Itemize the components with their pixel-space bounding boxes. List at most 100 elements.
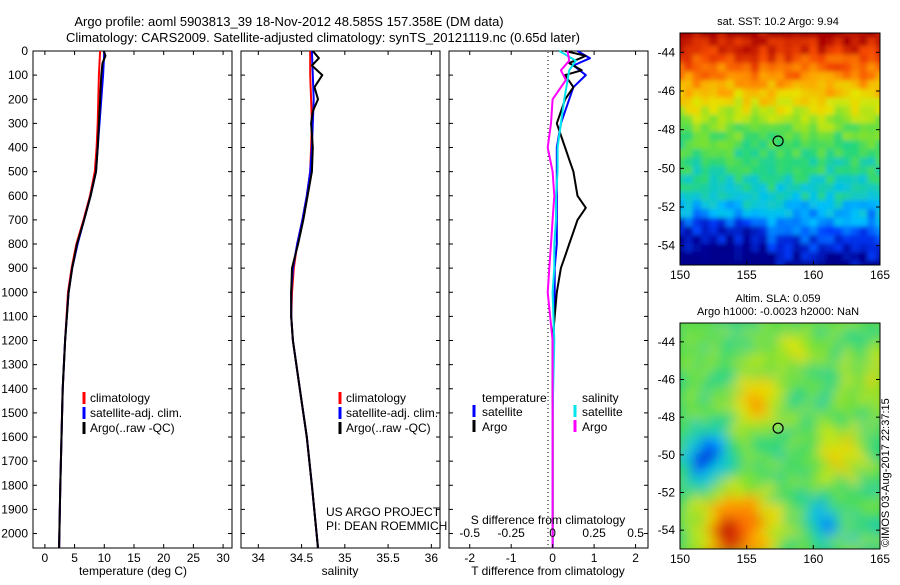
x-tick-label: 2 — [632, 551, 639, 565]
salinity-series — [290, 50, 324, 549]
series-line-salinity-satellite — [551, 50, 577, 548]
lat-tick-label: -52 — [658, 200, 676, 214]
x-tick-label: 20 — [157, 551, 171, 565]
sst-map-frame — [679, 32, 881, 266]
series-line-argo-raw-qc- — [58, 50, 107, 549]
sla-lon-axis: 150 155 160 165 — [670, 545, 890, 566]
depth-tick-label: 1200 — [1, 334, 28, 348]
s-diff-tick-label: -0.5 — [459, 526, 480, 540]
legend-satellite-label: satellite-adj. clim. — [90, 406, 182, 420]
difference-x-axis: -2 -1 0 1 2 — [464, 51, 639, 565]
s-difference-label: S difference from climatology — [471, 513, 626, 527]
lon-tick-label: 165 — [870, 268, 890, 282]
lat-tick-label: -52 — [658, 486, 676, 500]
salinity-xlabel: salinity — [322, 564, 359, 578]
legend-s-argo-label: Argo — [582, 420, 608, 434]
temperature-profile-panel: 0100200300400500600700800900100011001200… — [1, 44, 233, 578]
depth-tick-label: 200 — [8, 92, 28, 106]
x-tick-label: 5 — [71, 551, 78, 565]
s-diff-tick-label: 0.25 — [582, 526, 606, 540]
temperature-legend: climatology satellite-adj. clim. Argo(..… — [82, 391, 182, 435]
x-tick-label: 34.5 — [290, 551, 314, 565]
depth-axis: 0 100 200 300 400 500 600 700 800 900 1000 1100 1200… — [1, 44, 232, 541]
x-tick-label: -2 — [464, 551, 475, 565]
x-tick-label: 34 — [252, 551, 266, 565]
x-tick-label: 0 — [42, 551, 49, 565]
pi-annotation: PI: DEAN ROEMMICH — [326, 519, 447, 533]
x-tick-label: 35.5 — [376, 551, 400, 565]
depth-tick-label: 2000 — [1, 527, 28, 541]
legend-temperature-header: temperature — [482, 391, 547, 405]
depth-tick-label: 1500 — [1, 406, 28, 420]
x-tick-label: 15 — [127, 551, 141, 565]
x-tick-label: 0 — [549, 551, 556, 565]
imos-credit: ©IMOS 03-Aug-2017 22:37:15 — [880, 398, 892, 547]
series-line-salinity-argo — [546, 50, 571, 548]
sla-field — [680, 323, 880, 549]
x-tick-label: 25 — [187, 551, 201, 565]
lat-tick-label: -48 — [658, 410, 676, 424]
lat-tick-label: -50 — [658, 161, 676, 175]
sst-map-panel: sat. SST: 10.2 Argo: 9.94 -44 -46 -48 -50 -5… — [658, 16, 891, 282]
sla-lat-axis: -44 -46 -48 -50 -52 -54 — [658, 335, 880, 537]
difference-legend: temperature salinity satellite Argo sate… — [472, 391, 623, 434]
lon-tick-label: 150 — [670, 552, 690, 566]
depth-tick-label: 300 — [8, 116, 28, 130]
difference-plot-frame — [448, 50, 649, 549]
lat-tick-label: -44 — [658, 335, 676, 349]
temperature-series — [58, 50, 107, 549]
depth-tick-label: 1100 — [2, 309, 28, 323]
salinity-plot-frame — [240, 50, 441, 549]
s-diff-tick-label: 0.5 — [627, 526, 644, 540]
depth-tick-label: 1400 — [1, 382, 28, 396]
depth-tick-label: 1900 — [1, 502, 28, 516]
depth-tick-label: 400 — [8, 141, 28, 155]
depth-tick-label: 700 — [8, 213, 28, 227]
sst-lon-axis: 150 155 160 165 — [670, 261, 890, 282]
x-tick-label: 10 — [98, 551, 112, 565]
depth-tick-label: 500 — [8, 165, 28, 179]
sla-map-title: Altim. SLA: 0.059 — [736, 293, 821, 305]
sst-map-title: sat. SST: 10.2 Argo: 9.94 — [717, 16, 839, 28]
series-line-temperature-argo — [551, 50, 587, 548]
lon-tick-label: 155 — [737, 552, 757, 566]
depth-tick-label: 1800 — [1, 478, 28, 492]
t-difference-xlabel: T difference from climatology — [471, 564, 625, 578]
temperature-x-axis: 0 5 10 15 20 25 30 — [42, 51, 230, 565]
difference-depth-ticks — [449, 50, 648, 535]
series-line-argo-raw-qc- — [290, 50, 324, 549]
x-tick-label: 1 — [591, 551, 598, 565]
sla-map-frame — [679, 322, 881, 550]
project-annotation: US ARGO PROJECT — [326, 505, 441, 519]
salinity-difference-axis: -0.5 -0.25 0 0.25 0.5 — [459, 526, 644, 540]
depth-tick-label: 100 — [8, 68, 28, 82]
s-diff-tick-label: -0.25 — [498, 526, 526, 540]
lon-tick-label: 150 — [670, 268, 690, 282]
sst-lat-axis: -44 -46 -48 -50 -52 -54 — [658, 45, 880, 253]
lat-tick-label: -46 — [658, 84, 676, 98]
x-tick-label: -1 — [506, 551, 517, 565]
legend-satellite-label: satellite-adj. clim. — [346, 406, 438, 420]
difference-series — [546, 50, 591, 548]
lon-tick-label: 160 — [803, 552, 823, 566]
lat-tick-label: -54 — [658, 523, 676, 537]
sst-field — [680, 33, 880, 265]
salinity-depth-ticks — [241, 50, 440, 535]
depth-tick-label: 600 — [8, 189, 28, 203]
legend-t-satellite-label: satellite — [482, 405, 523, 419]
x-tick-label: 30 — [216, 551, 230, 565]
series-line-climatology — [58, 50, 102, 549]
legend-argo-label: Argo(..raw -QC) — [346, 421, 431, 435]
depth-tick-label: 1700 — [1, 454, 28, 468]
temperature-xlabel: temperature (deg C) — [79, 564, 187, 578]
lat-tick-label: -50 — [658, 448, 676, 462]
lat-tick-label: -44 — [658, 45, 676, 59]
legend-argo-label: Argo(..raw -QC) — [90, 421, 175, 435]
depth-tick-label: 1000 — [1, 285, 28, 299]
x-tick-label: 35 — [338, 551, 352, 565]
series-line-satellite-adj-clim- — [290, 50, 319, 549]
lon-tick-label: 160 — [803, 268, 823, 282]
salinity-profile-panel: 34 34.5 35 35.5 36 salinity climatology sate… — [240, 50, 447, 578]
header-subtitle: Climatology: CARS2009. Satellite-adjuste… — [66, 30, 580, 45]
